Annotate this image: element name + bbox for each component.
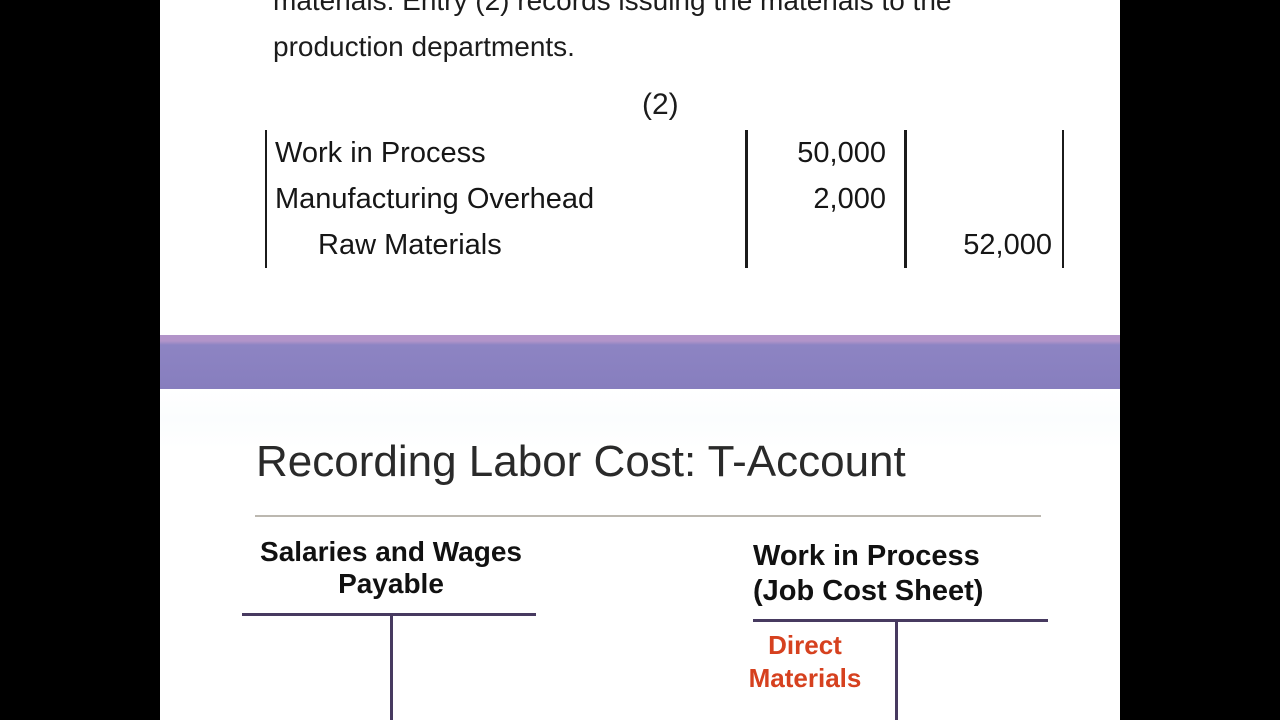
letterbox-right xyxy=(1120,0,1280,720)
direct-materials-label: Direct Materials xyxy=(742,629,868,695)
journal-debit-amount xyxy=(745,222,904,268)
journal-row: Work in Process 50,000 xyxy=(267,130,1062,176)
paragraph: materials. Entry (2) records issuing the… xyxy=(273,0,951,70)
t-account-name-line-1: Salaries and Wages xyxy=(260,536,522,567)
journal-account-name: Work in Process xyxy=(275,137,486,169)
t-account-header-work-in-process: Work in Process (Job Cost Sheet) xyxy=(753,539,1053,609)
journal-debit-amount: 50,000 xyxy=(797,137,886,169)
t-account-vertical-line xyxy=(895,619,898,720)
journal-row: Raw Materials 52,000 xyxy=(267,222,1062,268)
slide-bottom-labor-cost: Recording Labor Cost: T-Account Salaries… xyxy=(160,389,1120,720)
journal-divider-debit xyxy=(745,130,748,268)
title-underline xyxy=(255,515,1041,517)
journal-row: Manufacturing Overhead 2,000 xyxy=(267,176,1062,222)
journal-credit-amount: 52,000 xyxy=(963,229,1052,261)
t-account-name-line-2: Payable xyxy=(338,568,444,599)
slide-divider-band xyxy=(160,335,1120,389)
t-account-header-salaries-wages-payable: Salaries and Wages Payable xyxy=(240,536,542,600)
journal-account-name: Manufacturing Overhead xyxy=(275,183,595,215)
t-account-name-line-2: (Job Cost Sheet) xyxy=(753,575,984,607)
journal-entry-number: (2) xyxy=(642,88,679,121)
t-account-vertical-line xyxy=(390,613,393,720)
t-account-horizontal-line xyxy=(753,619,1048,622)
debit-label-line-1: Direct xyxy=(768,630,842,660)
journal-account-name: Raw Materials xyxy=(318,229,502,261)
slide-content-area: materials. Entry (2) records issuing the… xyxy=(160,0,1120,720)
paragraph-line-1: materials. Entry (2) records issuing the… xyxy=(273,0,952,16)
journal-entry-table: Work in Process 50,000 Manufacturing Ove… xyxy=(265,130,1064,268)
debit-label-line-2: Materials xyxy=(748,663,862,693)
letterbox-left xyxy=(0,0,160,720)
paragraph-line-2: production departments. xyxy=(273,31,575,62)
slide-top-journal-entry: materials. Entry (2) records issuing the… xyxy=(160,0,1120,335)
t-account-name-line-1: Work in Process xyxy=(753,540,980,572)
journal-credit-amount xyxy=(904,130,1062,176)
journal-divider-credit xyxy=(904,130,907,268)
journal-credit-amount xyxy=(904,176,1062,222)
slide-title: Recording Labor Cost: T-Account xyxy=(256,437,906,486)
t-account-horizontal-line xyxy=(242,613,536,616)
journal-debit-amount: 2,000 xyxy=(813,183,886,215)
